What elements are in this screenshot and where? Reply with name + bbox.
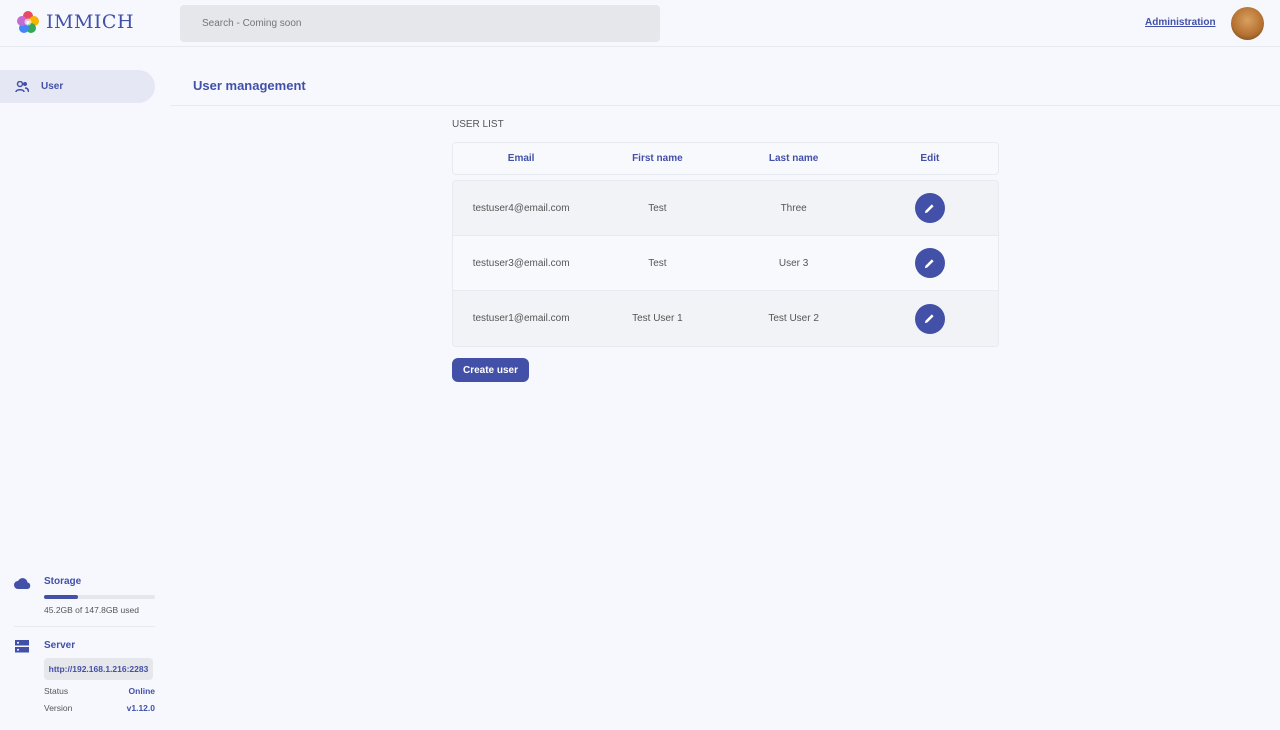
storage-bar-fill: [44, 595, 78, 599]
page-title: User management: [193, 78, 306, 93]
edit-user-button[interactable]: [914, 193, 945, 223]
table-row: testuser1@email.com Test User 1 Test Use…: [453, 291, 998, 346]
email-cell: testuser3@email.com: [472, 257, 570, 269]
first-name-cell: Test: [648, 202, 667, 214]
section-label: USER LIST: [452, 119, 504, 130]
last-name-cell: Test User 2: [768, 313, 819, 324]
storage-bar: [44, 595, 155, 599]
top-bar: IMMICH Administration: [0, 0, 1280, 47]
server-status-row: Status Online: [44, 686, 155, 696]
column-header-edit: Edit: [920, 153, 940, 164]
users-icon: [15, 80, 29, 92]
status-label: Status: [44, 686, 69, 696]
storage-title: Storage: [44, 576, 82, 587]
table-row: testuser3@email.com Test User 3: [453, 236, 998, 291]
column-header-email: Email: [507, 153, 535, 164]
edit-user-button[interactable]: [914, 303, 945, 334]
column-header-last-name: Last name: [768, 153, 819, 164]
cloud-icon: [14, 578, 31, 589]
server-icon: [15, 640, 29, 653]
table-row: testuser4@email.com Test Three: [453, 181, 998, 236]
administration-link[interactable]: Administration: [1145, 17, 1216, 28]
divider: [170, 105, 1280, 106]
pencil-icon: [925, 258, 934, 268]
storage-usage: 45.2GB of 147.8GB used: [44, 605, 139, 615]
status-value: Online: [128, 686, 155, 696]
email-cell: testuser1@email.com: [472, 313, 570, 324]
version-label: Version: [44, 703, 73, 713]
pencil-icon: [925, 314, 934, 324]
first-name-cell: Test: [648, 257, 667, 269]
divider: [14, 626, 155, 627]
app-name: IMMICH: [46, 11, 135, 33]
user-table: testuser4@email.com Test Three testuser3…: [452, 180, 999, 347]
logo[interactable]: IMMICH: [16, 10, 134, 34]
edit-user-button[interactable]: [914, 248, 945, 278]
sidebar-item-label: User: [41, 81, 64, 92]
last-name-cell: User 3: [778, 257, 809, 269]
email-cell: testuser4@email.com: [472, 202, 570, 214]
server-version-row: Version v1.12.0: [44, 703, 155, 713]
create-user-button[interactable]: Create user: [452, 358, 529, 382]
sidebar-item-user[interactable]: User: [0, 70, 155, 103]
avatar[interactable]: [1231, 7, 1264, 40]
last-name-cell: Three: [780, 202, 807, 214]
server-url: http://192.168.1.216:2283: [44, 658, 153, 680]
search-input[interactable]: [180, 5, 660, 42]
pencil-icon: [925, 203, 934, 213]
version-value: v1.12.0: [126, 703, 155, 713]
first-name-cell: Test User 1: [632, 313, 683, 324]
immich-logo-icon: [17, 11, 39, 33]
column-header-first-name: First name: [632, 153, 683, 164]
server-title: Server: [44, 640, 76, 651]
table-header: Email First name Last name Edit: [452, 142, 999, 175]
